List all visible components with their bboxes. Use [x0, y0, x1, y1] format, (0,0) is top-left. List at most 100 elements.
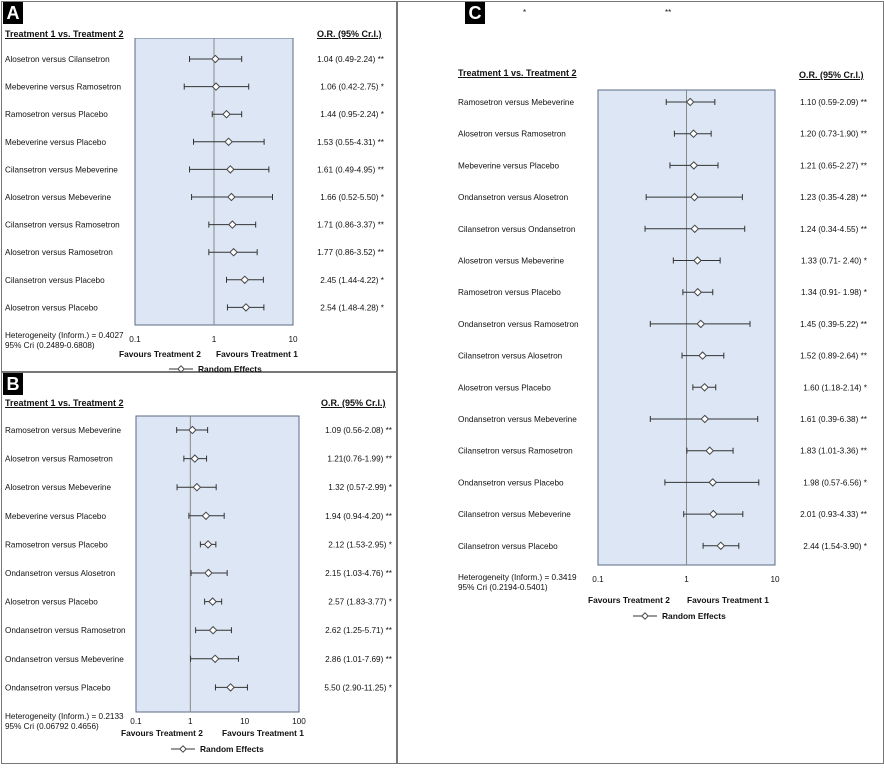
panel-c-row-or-text: 1.20 (0.73-1.90) **	[800, 130, 868, 139]
panel-a-row-label: Mebeverine versus Placebo	[5, 138, 106, 147]
panel-a-letter: A	[3, 2, 23, 24]
panel-a-heterogeneity-line1: Heterogeneity (Inform.) = 0.4027	[5, 331, 124, 340]
panel-a-row-or-text: 1.77 (0.86-3.52) **	[317, 248, 385, 257]
panel-a-point-marker	[228, 220, 237, 229]
panel-c-row-label: Ramosetron versus Mebeverine	[458, 98, 574, 107]
panel-b-row-or-text: 1.94 (0.94-4.20) **	[325, 512, 393, 521]
panel-a-row-label: Alosetron versus Placebo	[5, 303, 98, 312]
panel-a-row-or-text: 1.44 (0.95-2.24) *	[320, 110, 385, 119]
panel-b-row-label: Alosetron versus Ramosetron	[5, 455, 113, 464]
panel-b-row-label: Ramosetron versus Placebo	[5, 540, 108, 549]
panel-b-row-or-text: 2.12 (1.53-2.95) *	[328, 540, 393, 549]
panel-b-row-label: Ondansetron versus Mebeverine	[5, 655, 124, 664]
panel-a-row-label: Alosetron versus Mebeverine	[5, 193, 111, 202]
panel-a-row-or-text: 2.45 (1.44-4.22) *	[320, 276, 385, 285]
panel-b-point-marker	[203, 540, 213, 549]
panel-b-favours-left: Favours Treatment 2	[121, 728, 203, 738]
panel-a-row-label: Ramosetron versus Placebo	[5, 110, 108, 119]
panel-b-point-marker	[208, 597, 217, 606]
panel-c-row-or-text: 1.21 (0.65-2.27) **	[800, 161, 868, 170]
panel-c-heterogeneity-line2: 95% Cri (0.2194-0.5401)	[458, 583, 548, 592]
panel-b-tick-label: 1	[188, 717, 193, 726]
panel-c-tick-label: 1	[684, 575, 689, 584]
panel-b-row-label: Alosetron versus Mebeverine	[5, 483, 111, 492]
forest-plot-b: Ramosetron versus Mebeverine 1.09 (0.56-2…	[5, 415, 393, 754]
panel-a-row-or-text: 1.04 (0.49-2.24) **	[317, 55, 385, 64]
panel-c-point-marker	[693, 287, 703, 297]
panel-b-row-or-text: 1.21(0.76-1.99) **	[327, 455, 392, 464]
panel-a-favours-right: Favours Treatment 1	[216, 349, 298, 359]
panel-c-legend-label: Random Effects	[662, 611, 726, 621]
panel-a-tick-label: 0.1	[129, 335, 141, 344]
panel-a-tick-label: 10	[288, 335, 298, 344]
panel-b-row-label: Ondansetron versus Ramosetron	[5, 626, 126, 635]
panel-b-header-left: Treatment 1 vs. Treatment 2	[5, 398, 124, 408]
panel-c-row-label: Alosetron versus Mebeverine	[458, 257, 564, 266]
panel-c-row-or-text: 1.61 (0.39-6.38) **	[800, 415, 868, 424]
panel-a-row-label: Mebeverine versus Ramosetron	[5, 83, 121, 92]
panel-b-row-label: Alosetron versus Placebo	[5, 598, 98, 607]
panel-c-row-or-text: 2.01 (0.93-4.33) **	[800, 510, 868, 519]
panel-b-header-right: O.R. (95% Cr.I.)	[321, 398, 386, 408]
panel-c-row-label: Cilansetron versus Alosetron	[458, 352, 563, 361]
panel-a-favours-left: Favours Treatment 2	[119, 349, 201, 359]
panel-b-row-or-text: 2.62 (1.25-5.71) **	[325, 626, 393, 635]
panel-c-row-label: Alosetron versus Ramosetron	[458, 130, 566, 139]
panel-b-legend-label: Random Effects	[200, 744, 264, 754]
panel-a-point-marker	[211, 82, 221, 91]
panel-c-row-label: Ondansetron versus Ramosetron	[458, 320, 579, 329]
panel-b-point-marker	[208, 625, 218, 635]
forest-plot-c: Ramosetron versus Mebeverine 1.10 (0.59-2…	[458, 89, 868, 621]
panel-b-row-or-text: 5.50 (2.90-11.25) *	[324, 683, 392, 692]
panel-b-row-label: Ondansetron versus Alosetron	[5, 569, 116, 578]
panel-a-header-right: O.R. (95% Cr.I.)	[317, 29, 382, 39]
panel-c-row-label: Cilansetron versus Mebeverine	[458, 510, 571, 519]
panel-c-point-marker	[708, 478, 718, 487]
panel-a-point-marker	[240, 275, 250, 285]
panel-b-point-marker	[210, 654, 220, 664]
panel-c-row-label: Cilansetron versus Placebo	[458, 542, 558, 551]
panel-b-legend-marker	[179, 745, 187, 753]
panel-c-row-or-text: 1.24 (0.34-4.55) **	[800, 225, 868, 234]
panel-b-row-or-text: 2.15 (1.03-4.76) **	[325, 569, 393, 578]
panel-b-favours-right: Favours Treatment 1	[222, 728, 304, 738]
panel-b-heterogeneity-line1: Heterogeneity (Inform.) = 0.2133	[5, 712, 124, 721]
panel-a-row-or-text: 1.66 (0.52-5.50) *	[320, 193, 385, 202]
panel-c-row-label: Alosetron versus Placebo	[458, 383, 551, 392]
panel-c-row-label: Cilansetron versus Ramosetron	[458, 447, 573, 456]
panel-b-tick-label: 10	[240, 717, 250, 726]
panel-b-row-label: Ramosetron versus Mebeverine	[5, 426, 121, 435]
panel-b-point-marker	[192, 482, 202, 492]
panel-a-point-marker	[224, 137, 233, 147]
panel-c-point-marker	[693, 256, 702, 265]
panel-c-header-left: Treatment 1 vs. Treatment 2	[458, 68, 577, 78]
panel-c-row-label: Ramosetron versus Placebo	[458, 288, 561, 297]
panel-b-row-label: Mebeverine versus Placebo	[5, 512, 106, 521]
panel-c-row-or-text: 1.23 (0.35-4.28) **	[800, 193, 868, 202]
panel-a-point-marker	[222, 109, 231, 119]
panel-a-heterogeneity-line2: 95% Cri (0.2489-0.6808)	[5, 341, 95, 350]
panel-c-row-or-text: 2.44 (1.54-3.90) *	[803, 542, 868, 551]
panel-c-row-or-text: 1.60 (1.18-2.14) *	[803, 383, 868, 392]
panel-a-row-label: Cilansetron versus Mebeverine	[5, 165, 118, 174]
panel-c-favours-right: Favours Treatment 1	[687, 595, 769, 605]
panel-b-plot-area	[135, 415, 300, 713]
panel-b-row-label: Ondansetron versus Placebo	[5, 683, 111, 692]
panel-c-row-or-text: 1.10 (0.59-2.09) **	[800, 98, 868, 107]
panel-c-point-marker	[696, 319, 706, 329]
panel-c-point-marker	[685, 97, 695, 107]
panel-a-legend-marker	[177, 365, 185, 373]
panel-b-tick-label: 100	[292, 717, 306, 726]
panel-c-point-marker	[705, 446, 715, 456]
panel-c-point-marker	[689, 129, 698, 139]
panel-c-row-label: Ondansetron versus Alosetron	[458, 193, 569, 202]
panel-a-point-marker	[229, 247, 238, 257]
panel-c-row-label: Cilansetron versus Ondansetron	[458, 225, 576, 234]
panel-c-point-marker	[689, 161, 699, 170]
panel-c-row-label: Ondansetron versus Placebo	[458, 478, 564, 487]
panel-c-row-label: Mebeverine versus Placebo	[458, 161, 559, 170]
panel-c-header-right: O.R. (95% Cr.I.)	[799, 70, 864, 80]
panel-a-point-marker	[227, 192, 236, 202]
panel-c-point-marker	[709, 509, 718, 519]
panel-a-header-left: Treatment 1 vs. Treatment 2	[5, 29, 124, 39]
